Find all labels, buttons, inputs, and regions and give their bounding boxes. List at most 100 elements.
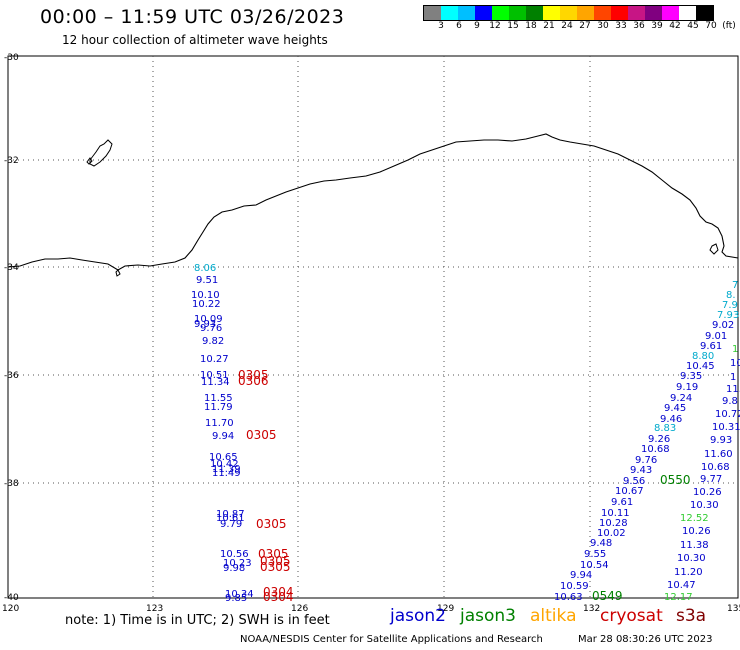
lon-label: 135 [727,604,740,614]
wave-height-value: 9.43 [630,465,652,476]
colorbar-swatch [560,6,577,20]
colorbar-label: 15 [507,21,519,31]
colorbar-label: 18 [525,21,537,31]
wave-height-value: 10.54 [580,560,609,571]
pass-time-label: 0304 [263,585,294,599]
wave-height-value: 10.67 [615,486,644,497]
wave-height-value: 8.80 [692,351,714,362]
colorbar-label: 70 [705,21,717,31]
wave-height-value: 11.70 [205,418,234,429]
wave-height-value: 10.56 [220,549,249,560]
wave-height-value: 10.22 [192,299,221,310]
wave-height-value: 9.46 [660,414,682,425]
colorbar-swatch [645,6,662,20]
wave-height-value: 11.34 [201,377,230,388]
wave-height-value: 10.47 [667,580,696,591]
wave-height-value: 10.26 [693,487,722,498]
wave-height-value: 10.87 [216,509,245,520]
wave-height-value: 9.24 [670,393,692,404]
colorbar-label: (ft) [722,21,736,31]
colorbar-label: 21 [543,21,555,31]
colorbar-swatch [526,6,543,20]
pass-time-label: 0305 [260,560,291,574]
wave-height-value: 11.79 [204,402,233,413]
colorbar-label: 27 [579,21,591,31]
lon-label: 123 [146,604,163,614]
lat-label: -38 [4,479,19,489]
wave-height-value: 9.56 [623,476,645,487]
colorbar-swatch [458,6,475,20]
islet [86,157,93,165]
lat-label: -32 [4,156,19,166]
legend-jason3: jason3 [460,606,516,626]
colorbar-swatch [628,6,645,20]
wave-height-value: 11.39 [212,464,241,475]
wave-height-value: 10.10 [191,290,220,301]
pass-time-label: 0306 [238,374,269,388]
wave-height-value: 9.93 [194,319,216,330]
wave-height-value: 10.34 [225,589,254,600]
wave-height-value: 10.30 [690,500,719,511]
wave-height-value: 12.52 [680,513,709,524]
note-text: note: 1) Time is in UTC; 2) SWH is in fe… [65,613,330,628]
wave-height-value: 9.61 [611,497,633,508]
pass-time-label: 0305 [258,547,289,561]
colorbar-label: 33 [615,21,627,31]
wave-height-value: 10.31 [712,422,740,433]
colorbar-label: 6 [456,21,462,31]
wave-height-value: 10.45 [686,361,715,372]
wave-height-value: 10.65 [209,452,238,463]
wave-height-value: 8.06 [194,263,216,274]
lat-label: -34 [4,263,19,273]
wave-height-value: 9.93 [710,435,732,446]
legend-jason2: jason2 [390,606,446,626]
altimeter-tracks: 8.069.5110.1010.2210.099.939.769.8210.27… [191,263,740,604]
wave-height-value: 1 [732,344,738,355]
wave-height-value: 9.61 [700,341,722,352]
wave-height-value: 9.98 [223,563,245,574]
colorbar-label: 12 [489,21,501,31]
colorbar-swatch [662,6,679,20]
wave-height-value: 12.17 [664,592,693,603]
wave-height-value: 10.68 [641,444,670,455]
colorbar-label: 24 [561,21,573,31]
wave-height-value: 10 [730,358,740,369]
wave-height-value: 7.93 [717,310,739,321]
wave-height-value: 9.48 [590,538,612,549]
pass-time-label: 0305 [238,368,269,382]
wave-height-value: 10.11 [601,508,630,519]
wave-height-value: 9.8 [722,396,738,407]
wave-height-value: 9.82 [202,336,224,347]
pass-time-label: 0305 [246,428,277,442]
map-title: 00:00 – 11:59 UTC 03/26/2023 [40,6,345,28]
colorbar-swatch [696,6,713,20]
pass-time-label: 0550 [660,473,691,487]
wave-height-value: 8. [726,290,736,301]
longitude-labels: 120 123 126 129 132 135 [2,604,740,614]
generation-timestamp: Mar 28 08:30:26 UTC 2023 [578,634,713,645]
colorbar-swatch [543,6,560,20]
colorbar-label: 42 [669,21,681,31]
islet [115,269,121,277]
colorbar-swatch [594,6,611,20]
credit-text: NOAA/NESDIS Center for Satellite Applica… [240,634,543,645]
wave-height-value: 9.01 [705,331,727,342]
wave-height-value: 11. [726,384,740,395]
colorbar-swatch [475,6,492,20]
wave-height-value: 9.26 [648,434,670,445]
colorbar-swatch [577,6,594,20]
lat-label: -40 [4,593,19,603]
wave-height-value: 9.35 [680,371,702,382]
wave-height-value: 9.76 [635,455,657,466]
island [89,139,113,167]
wave-height-value: 11.49 [212,468,241,479]
wave-height-value: 10.68 [701,462,730,473]
colorbar-swatch [611,6,628,20]
wave-height-value: 10.23 [223,558,252,569]
pass-time-label: 0304 [263,590,294,604]
wave-height-value: 9.76 [200,323,222,334]
pass-time-label: 0305 [260,554,291,568]
wave-height-value: 9.02 [712,320,734,331]
wave-height-value: 10.63 [554,592,583,603]
